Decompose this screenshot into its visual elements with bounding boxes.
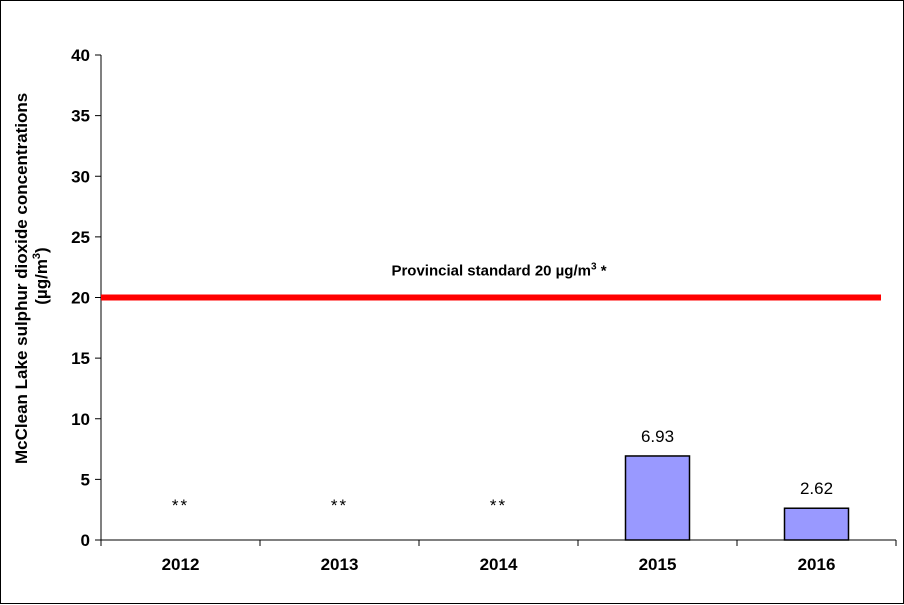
y-tick-label: 25: [71, 228, 90, 247]
bars: ** ** ** 6.93 2.62: [172, 427, 850, 541]
y-axis-title-line2: (µg/m: [32, 259, 51, 305]
x-tick-label: 2012: [162, 555, 200, 574]
y-axis: 0 5 10 15 20 25 30 35 40: [71, 46, 102, 550]
x-axis: 2012 2013 2014 2015 2016: [100, 539, 897, 574]
y-tick-label: 5: [81, 470, 90, 489]
reference-line-label-sup: 3: [591, 262, 597, 273]
x-tick-label: 2015: [639, 555, 677, 574]
data-label: 2.62: [800, 479, 833, 498]
no-data-label: **: [172, 496, 189, 515]
y-axis-title-sup: 3: [31, 253, 43, 259]
bar: [624, 455, 691, 541]
reference-line-label-text: Provincial standard 20 µg/m: [391, 263, 591, 280]
reference-line-group: Provincial standard 20 µg/m3 *: [101, 262, 881, 301]
y-tick-label: 10: [71, 410, 90, 429]
y-axis-title: McClean Lake sulphur dioxide concentrati…: [12, 88, 51, 464]
x-tick-label: 2014: [480, 555, 518, 574]
x-tick-label: 2016: [798, 555, 836, 574]
x-tick-label: 2013: [321, 555, 359, 574]
y-tick-label: 35: [71, 107, 90, 126]
no-data-label: **: [331, 496, 348, 515]
y-tick-label: 30: [71, 167, 90, 186]
y-tick-label: 40: [71, 46, 90, 65]
bar: [783, 507, 850, 541]
y-tick-label: 15: [71, 349, 90, 368]
y-axis-title-line1: McClean Lake sulphur dioxide concentrati…: [12, 93, 31, 464]
y-tick-label: 0: [81, 531, 90, 550]
reference-line-label-suffix: *: [597, 263, 607, 280]
y-axis-title-close: ): [32, 247, 51, 253]
y-tick-label: 20: [71, 289, 90, 308]
data-label: 6.93: [641, 427, 674, 446]
no-data-label: **: [490, 496, 507, 515]
reference-line-label: Provincial standard 20 µg/m3 *: [391, 262, 606, 280]
